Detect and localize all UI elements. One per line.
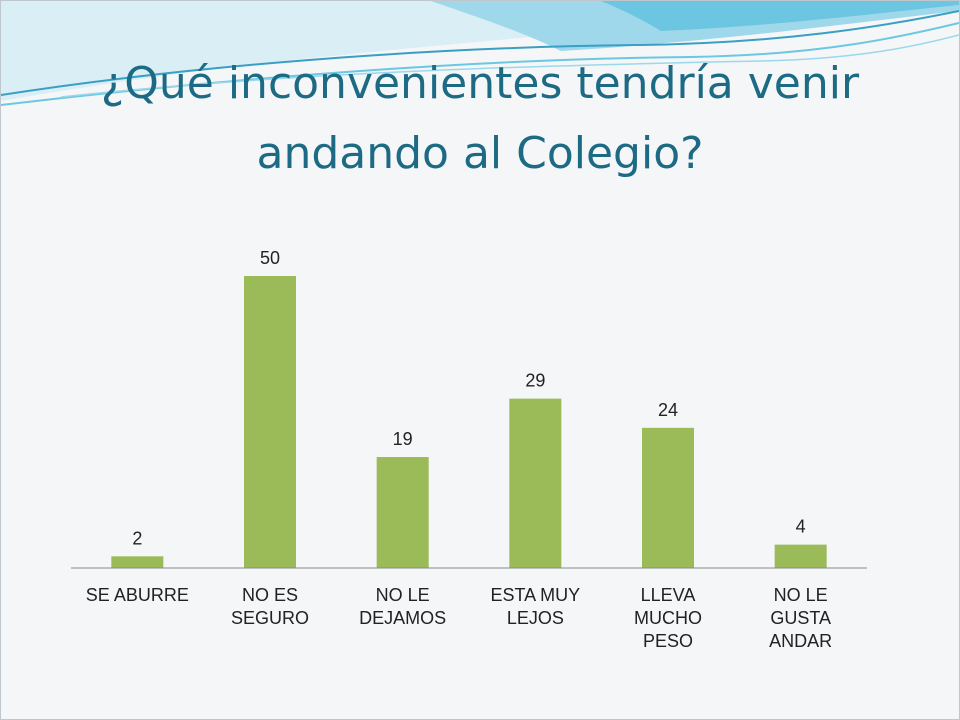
category-label-4: ESTA MUY LEJOS [490, 585, 580, 628]
bar-3 [376, 457, 429, 568]
data-label-3: 19 [393, 429, 413, 449]
data-label-2: 50 [260, 248, 280, 268]
decorative-wave-banner [1, 1, 959, 106]
bar-1 [111, 556, 164, 568]
category-label-5: LLEVA MUCHO PESO [634, 585, 702, 651]
category-label-6: NO LE GUSTA ANDAR [769, 585, 832, 651]
category-label-3: NO LE DEJAMOS [359, 585, 446, 628]
data-label-5: 24 [658, 400, 678, 420]
bar-2 [244, 276, 296, 568]
data-label-6: 4 [796, 517, 806, 537]
slide-title: ¿Qué inconvenientes tendría venir andand… [100, 58, 860, 179]
category-label-2: NO ES SEGURO [231, 585, 309, 628]
data-label-4: 29 [525, 371, 545, 391]
bar-6 [774, 544, 827, 568]
data-label-1: 2 [132, 528, 142, 548]
bar-4 [509, 398, 562, 568]
category-label-1: SE ABURRE [86, 585, 189, 605]
bar-5 [642, 427, 694, 568]
